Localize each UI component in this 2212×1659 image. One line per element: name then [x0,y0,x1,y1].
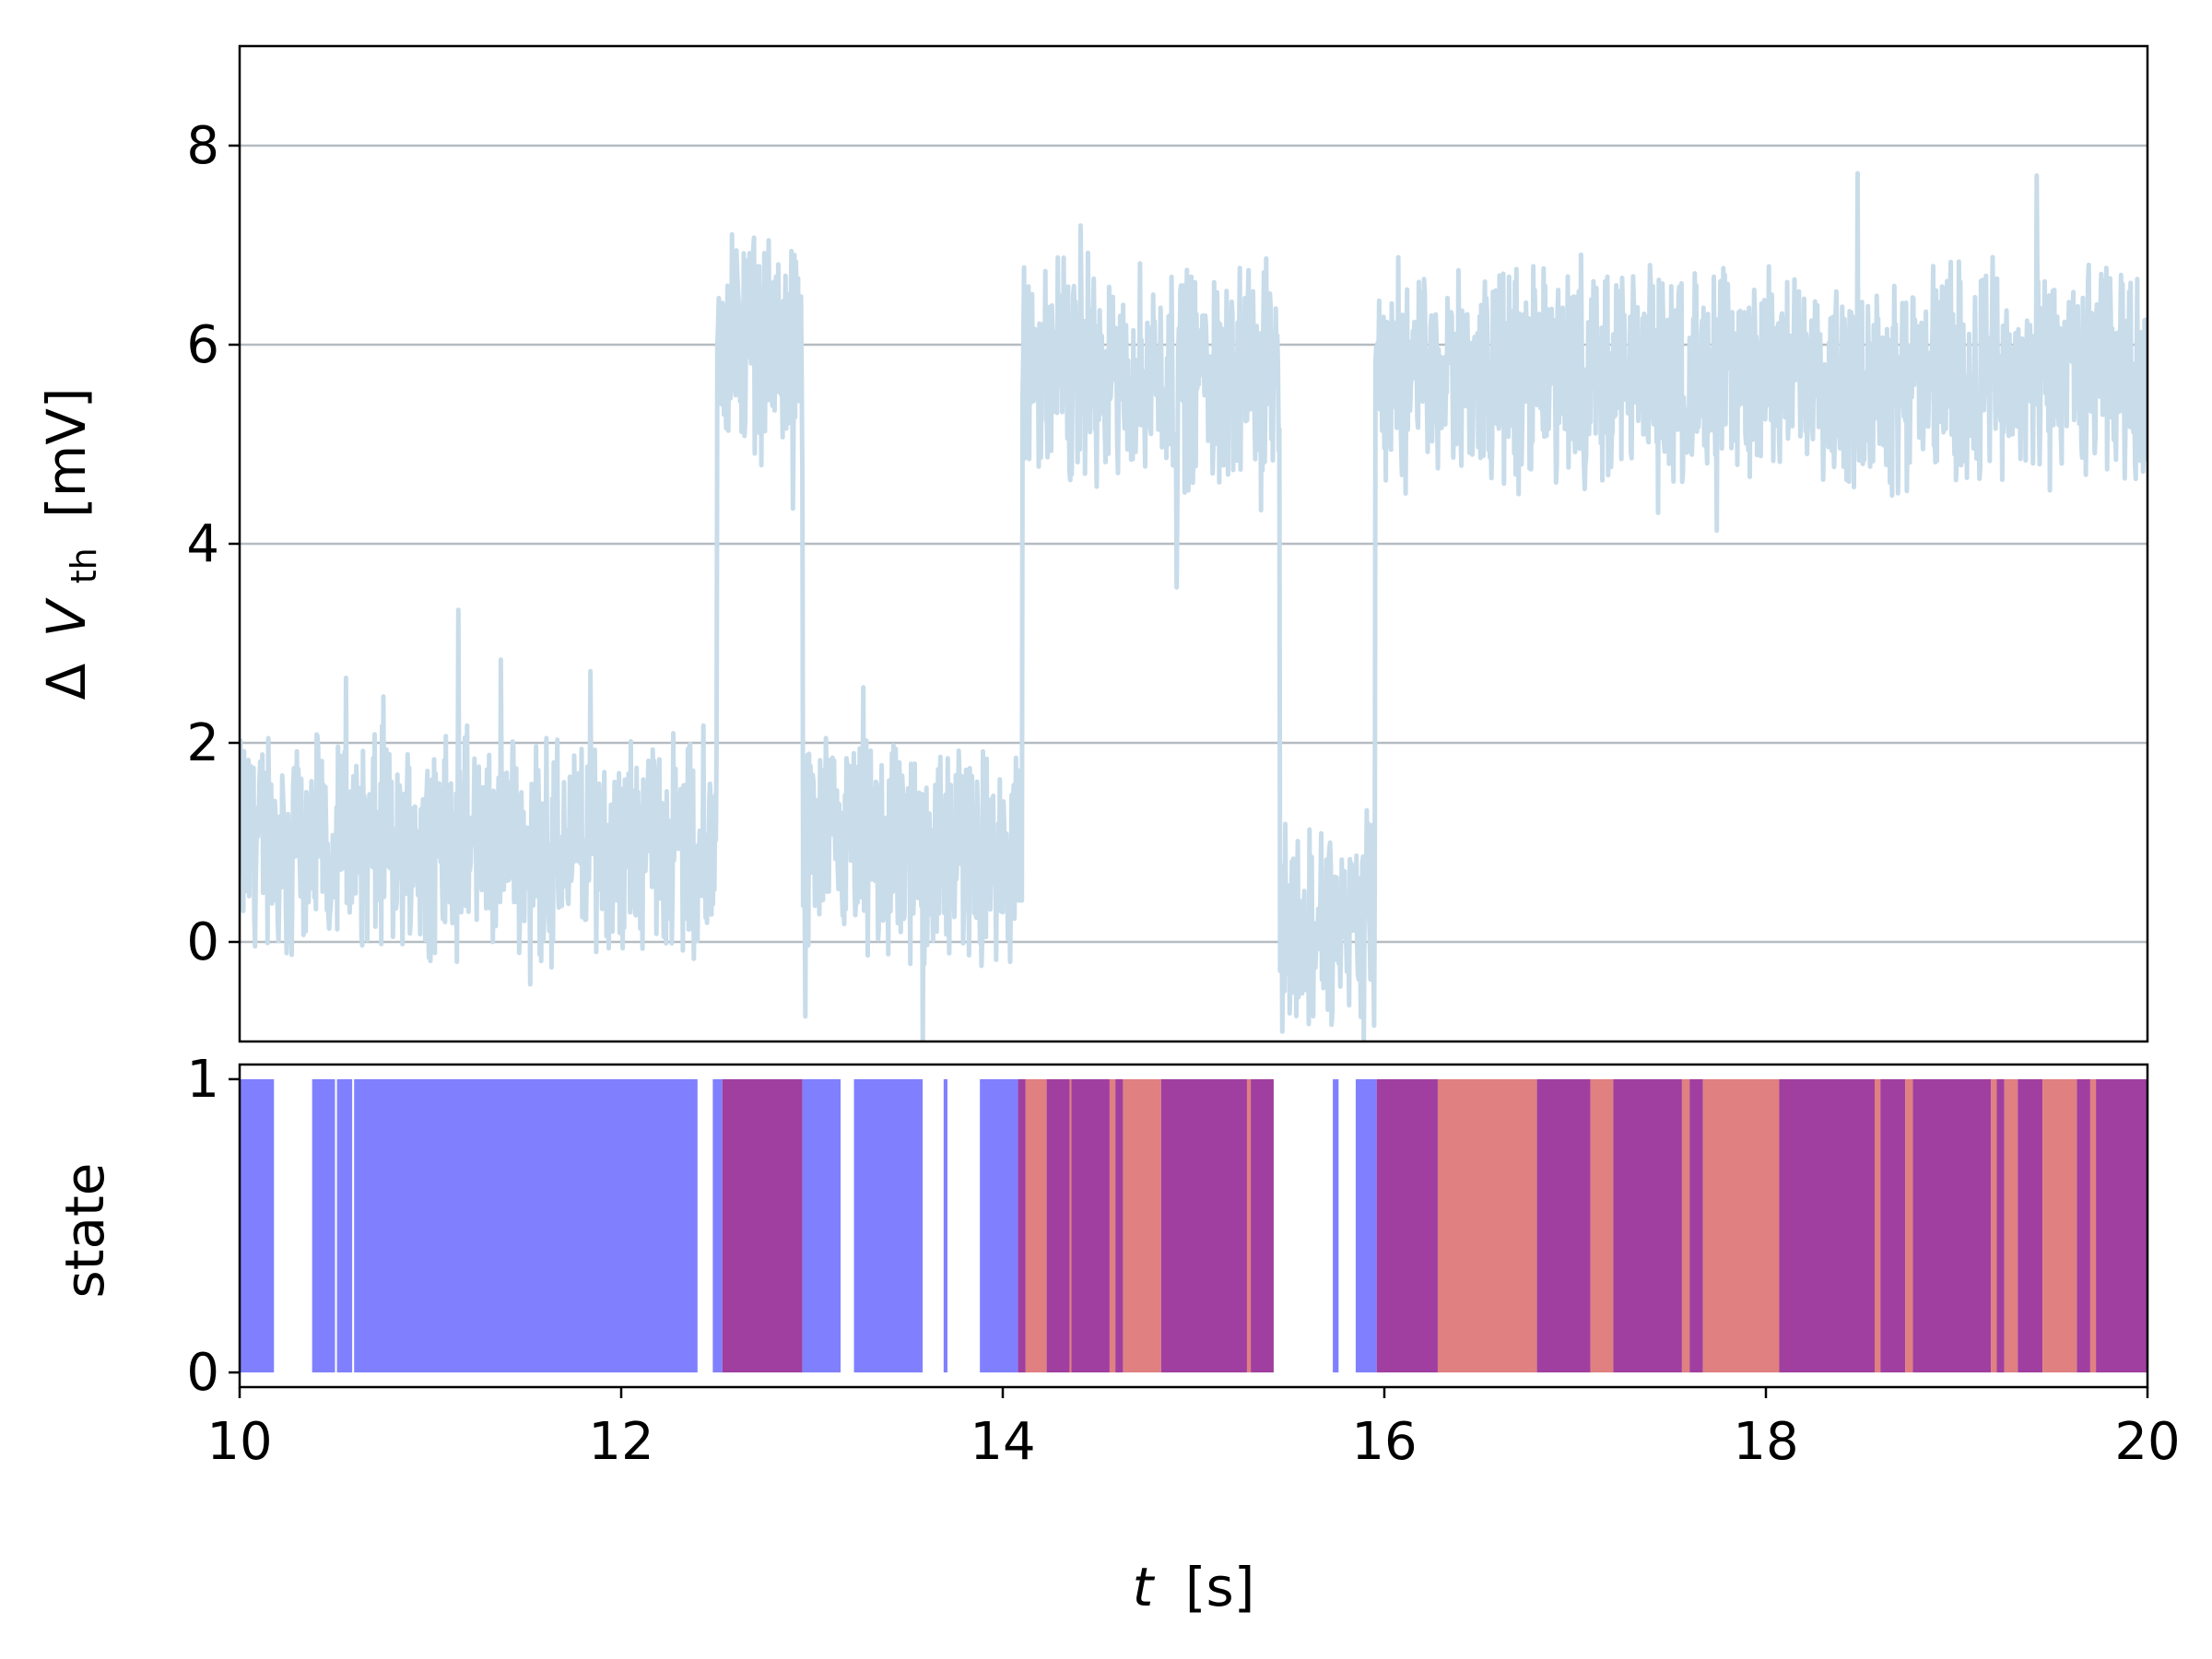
state-bar-blue [1333,1078,1339,1373]
x-tick-label: 18 [1733,1412,1798,1472]
state-bar-purple [2018,1078,2043,1373]
state-bar-blue [853,1078,924,1373]
bottom-x-ticks: 10 12 14 16 18 20 [206,1387,2181,1472]
state-bar-salmon [1874,1078,1881,1373]
state-bar-salmon [1246,1078,1252,1373]
state-bar-blue [712,1078,723,1373]
top-y-ticks: 0 2 4 6 8 [186,116,240,972]
x-tick-label: 20 [2114,1412,2180,1472]
state-bar-salmon [1991,1078,1997,1373]
top-y-tick-label: 0 [186,912,219,972]
top-y-tick-label: 6 [186,315,219,375]
state-bar-purple [1071,1078,1110,1373]
bottom-y-tick-label: 0 [186,1343,219,1403]
top-y-tick-label: 8 [186,116,219,176]
bottom-axes-frame [238,1063,2149,1389]
top-panel: 0 2 4 6 8 Δ V th [mV] [35,44,2149,1043]
state-bar-purple [1912,1078,1992,1373]
state-bar-purple [1996,1078,2005,1373]
state-bar-purple [2096,1078,2147,1373]
x-tick-label: 12 [588,1412,653,1472]
bottom-y-axis-label: state [53,1163,116,1299]
bottom-y-ticks: 01 [186,1050,240,1403]
state-bar-blue [312,1078,335,1373]
state-bar-salmon [1069,1078,1072,1373]
state-bar-salmon [1437,1078,1537,1373]
state-bar-purple [1046,1078,1070,1373]
state-bar-salmon [1109,1078,1116,1373]
state-bar-purple [1251,1078,1274,1373]
state-bar-purple [1779,1078,1875,1373]
top-y-tick-label: 4 [186,514,219,574]
state-bar-salmon [1681,1078,1690,1373]
state-bar-blue [354,1078,698,1373]
state-bar-purple [1376,1078,1438,1373]
bottom-panel: 01 10 12 14 16 18 20 state t [s] [53,1050,2181,1618]
state-bar-blue [240,1078,275,1373]
state-bar-blue [1355,1078,1377,1373]
state-bar-purple [1018,1078,1026,1373]
state-bar-purple [1689,1078,1703,1373]
state-bar-salmon [2089,1078,2097,1373]
state-bar-salmon [2004,1078,2018,1373]
x-axis-label: t [s] [1133,1556,1255,1618]
state-bar-salmon [1702,1078,1780,1373]
state-bar-blue [802,1078,841,1373]
state-bar-purple [1880,1078,1906,1373]
state-bars [240,1078,2147,1373]
state-bar-purple [1160,1078,1247,1373]
state-bar-salmon [1025,1078,1047,1373]
series-line-threshold-voltage [240,171,2147,1041]
state-bar-blue [980,1078,1018,1373]
bottom-y-tick-label: 1 [186,1050,219,1110]
x-tick-label: 16 [1351,1412,1417,1472]
state-bar-purple [1613,1078,1682,1373]
x-tick-label: 10 [206,1412,272,1472]
state-bar-purple [2077,1078,2090,1373]
top-y-axis-label: Δ V th [mV] [35,387,109,700]
state-bar-salmon [2042,1078,2077,1373]
top-y-tick-label: 2 [186,713,219,773]
state-bar-purple [722,1078,803,1373]
state-bar-purple [1115,1078,1124,1373]
state-bar-salmon [1590,1078,1614,1373]
x-tick-label: 14 [970,1412,1035,1472]
state-bar-blue [943,1078,947,1373]
state-bar-purple [1536,1078,1591,1373]
state-bar-salmon [1905,1078,1913,1373]
state-bar-salmon [1123,1078,1161,1373]
state-bar-blue [336,1078,353,1373]
